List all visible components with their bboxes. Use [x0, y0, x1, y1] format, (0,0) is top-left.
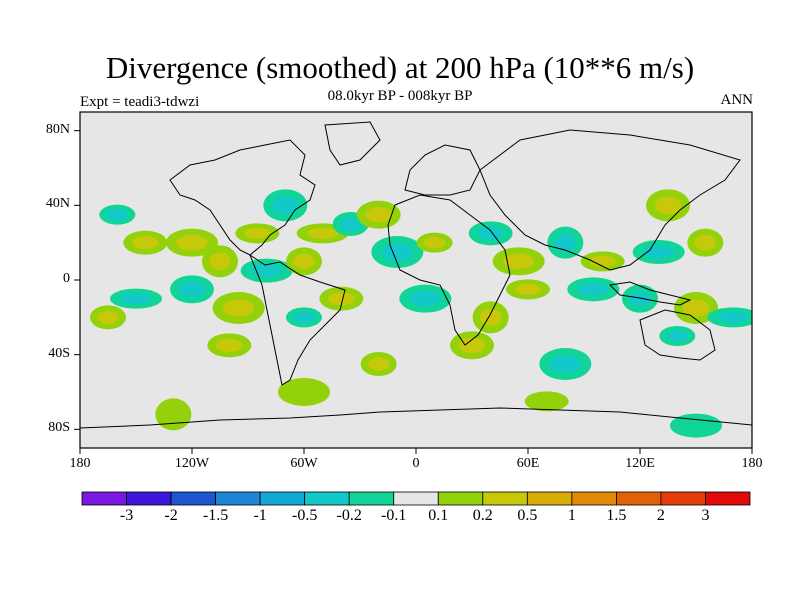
lon-tick-label: 120E	[625, 456, 655, 471]
divergence-cell-core	[328, 292, 355, 306]
colorbar-swatch	[526, 491, 573, 506]
experiment-label: Expt = teadi3-tdwzi	[80, 94, 200, 110]
divergence-cell-outer	[670, 413, 722, 438]
colorbar-swatch	[660, 491, 706, 506]
lat-tick-label: 0	[63, 271, 70, 286]
coast-indonesia	[608, 281, 692, 306]
divergence-cell-core	[178, 281, 206, 298]
divergence-cell-core	[409, 290, 441, 307]
coast-africa	[387, 194, 511, 346]
divergence-cell-core	[477, 226, 504, 240]
colorbar-label: -3	[119, 507, 134, 524]
colorbar-swatch	[259, 491, 306, 506]
divergence-cell-core	[479, 308, 502, 327]
divergence-cell-core	[549, 355, 581, 373]
colorbar-label: 0.5	[517, 507, 538, 524]
colorbar-label: 0.2	[472, 507, 493, 524]
lon-tick-label: 180	[741, 456, 763, 471]
colorbar-swatch	[571, 491, 617, 506]
colorbar-label: 1	[567, 507, 576, 524]
colorbar-swatch	[304, 491, 350, 506]
divergence-cell-outer	[155, 398, 192, 431]
lat-tick-label: 40S	[48, 345, 70, 361]
divergence-cell-core	[423, 237, 446, 249]
lat-tick-label: 80N	[45, 121, 70, 137]
divergence-cell-outer	[524, 391, 569, 412]
colorbar-swatch	[482, 491, 528, 506]
divergence-cell-core	[682, 299, 710, 317]
divergence-cell-core	[176, 234, 208, 251]
colorbar-label: -1	[253, 507, 267, 524]
divergence-cell-core	[132, 236, 159, 250]
divergence-cell-outer	[278, 378, 330, 406]
colorbar-label: -2	[164, 507, 178, 524]
colorbar-label: -0.2	[336, 507, 362, 524]
divergence-cell-core	[503, 253, 535, 270]
lon-tick-label: 0	[412, 456, 420, 471]
divergence-cell-core	[514, 283, 542, 295]
colorbar	[81, 491, 751, 506]
chart-subtitle: 08.0kyr BP - 008kyr BP	[327, 88, 473, 104]
colorbar-label: -0.1	[381, 507, 407, 524]
colorbar-swatch	[81, 491, 127, 506]
lon-tick-label: 120W	[174, 456, 210, 471]
divergence-cell-core	[577, 282, 609, 296]
colorbar-label: 0.1	[428, 507, 449, 524]
colorbar-swatch	[437, 491, 484, 506]
divergence-cell-core	[629, 290, 651, 307]
coast-australia	[639, 309, 716, 361]
coast-europe	[404, 144, 481, 196]
lat-tick-label: 40N	[45, 196, 70, 212]
coastlines	[80, 121, 752, 429]
chart-title: Divergence (smoothed) at 200 hPa (10**6 …	[105, 50, 695, 85]
divergence-cell-core	[554, 233, 577, 252]
colorbar-label: -0.5	[291, 507, 318, 524]
divergence-cell-core	[97, 310, 119, 324]
divergence-cell-core	[106, 209, 129, 221]
lat-tick-label: 80S	[48, 420, 70, 436]
colorbar-swatch	[393, 491, 439, 506]
coast-antarctica	[80, 407, 752, 429]
season-label: ANN	[720, 92, 754, 108]
lon-tick-label: 60E	[516, 456, 540, 471]
divergence-cell-core	[244, 227, 271, 239]
divergence-cell-core	[209, 252, 231, 271]
colorbar-label: 2	[656, 507, 665, 524]
divergence-cell-core	[458, 337, 486, 354]
divergence-cell-core	[293, 253, 315, 270]
colorbar-swatch	[616, 491, 662, 506]
divergence-cell-core	[307, 227, 339, 239]
divergence-cell-core	[717, 311, 749, 323]
divergence-cell-core	[589, 255, 616, 267]
divergence-cell-core	[120, 293, 152, 305]
axis-ticks	[74, 130, 753, 454]
coast-greenland	[324, 121, 381, 166]
divergence-cell-core	[694, 234, 717, 251]
divergence-cell-core	[223, 299, 255, 317]
colorbar-swatch	[170, 491, 216, 506]
coast-asia	[479, 129, 741, 271]
divergence-cell-core	[654, 196, 682, 215]
divergence-cell-core	[216, 338, 243, 352]
divergence-cell-core	[666, 330, 689, 342]
divergence-cell-core	[365, 206, 392, 223]
colorbar-swatch	[215, 491, 261, 506]
divergence-cell-core	[381, 243, 413, 261]
coast-south-america	[248, 253, 346, 386]
divergence-cell-core	[272, 196, 299, 215]
coast-north-america	[169, 139, 316, 256]
colorbar-swatch	[126, 491, 172, 506]
lon-tick-label: 60W	[290, 456, 318, 471]
divergence-cell-core	[367, 357, 390, 371]
divergence-cell-core	[251, 264, 283, 278]
colorbar-label: 3	[701, 507, 710, 524]
divergence-cell-core	[339, 217, 362, 231]
lon-tick-label: 180	[69, 456, 91, 471]
colorbar-label: -1.5	[202, 507, 229, 524]
colorbar-swatch	[705, 491, 751, 506]
divergence-cell-core	[293, 311, 315, 323]
colorbar-label: 1.5	[606, 507, 627, 524]
colorbar-swatch	[348, 491, 395, 506]
